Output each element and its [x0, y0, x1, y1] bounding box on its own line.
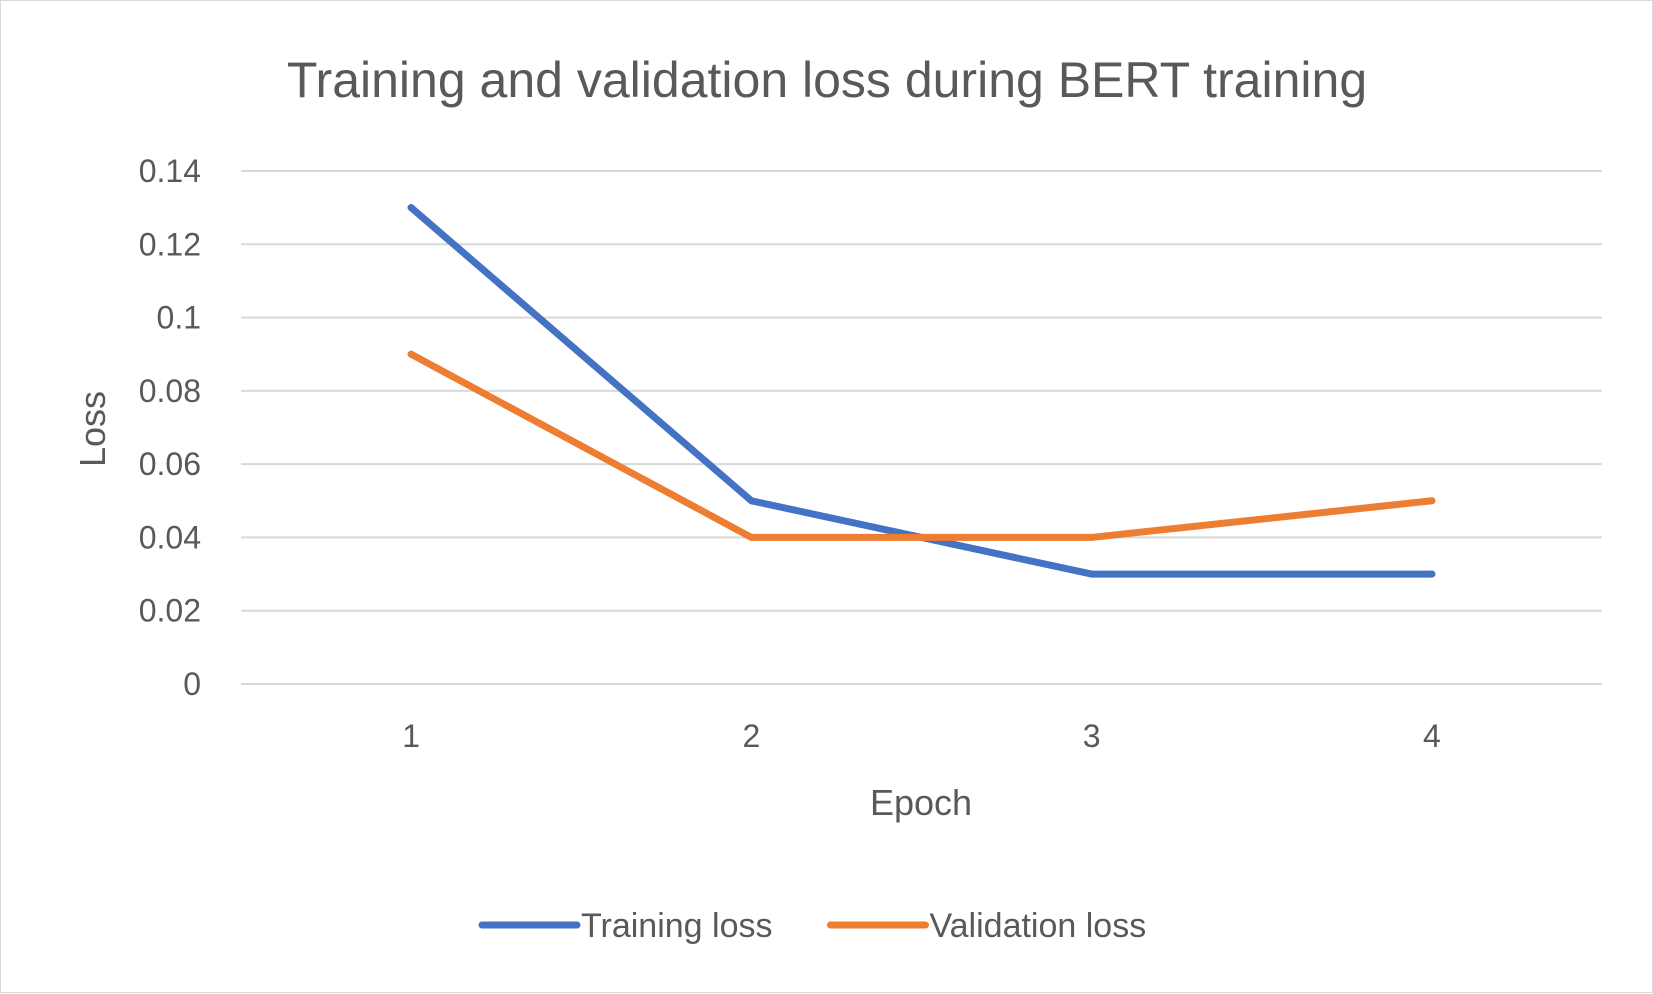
- y-tick-label: 0.02: [139, 593, 201, 629]
- y-tick-label: 0.04: [139, 519, 201, 555]
- x-tick-label: 2: [742, 718, 760, 754]
- data-point: [407, 204, 415, 212]
- legend-label: Validation loss: [929, 907, 1146, 945]
- data-point: [1088, 533, 1096, 541]
- data-point: [1428, 497, 1436, 505]
- y-tick-label: 0.06: [139, 446, 201, 482]
- y-tick-label: 0.14: [139, 153, 201, 189]
- x-tick-label: 4: [1423, 718, 1441, 754]
- data-point: [747, 533, 755, 541]
- y-tick-label: 0.08: [139, 373, 201, 409]
- x-tick-label: 3: [1083, 718, 1101, 754]
- gridlines: [241, 170, 1602, 685]
- series-line-validation-loss: [407, 350, 1436, 541]
- series-lines: [407, 204, 1436, 578]
- chart-title: Training and validation loss during BERT…: [287, 52, 1367, 108]
- x-tick-label: 1: [402, 718, 420, 754]
- y-tick-label: 0: [183, 666, 201, 702]
- y-tick-label: 0.12: [139, 226, 201, 262]
- y-tick-label: 0.1: [157, 300, 201, 336]
- x-axis-label: Epoch: [870, 782, 972, 823]
- data-point: [407, 350, 415, 358]
- data-point: [747, 497, 755, 505]
- x-axis-ticks: 1 2 3 4: [402, 718, 1441, 754]
- legend-label: Training loss: [581, 907, 772, 945]
- legend: Training loss Validation loss: [478, 907, 1146, 945]
- data-point: [1088, 570, 1096, 578]
- y-axis-label: Loss: [72, 391, 113, 467]
- y-axis-ticks: 0 0.02 0.04 0.06 0.08 0.1 0.12 0.14: [139, 153, 201, 702]
- data-point: [1428, 570, 1436, 578]
